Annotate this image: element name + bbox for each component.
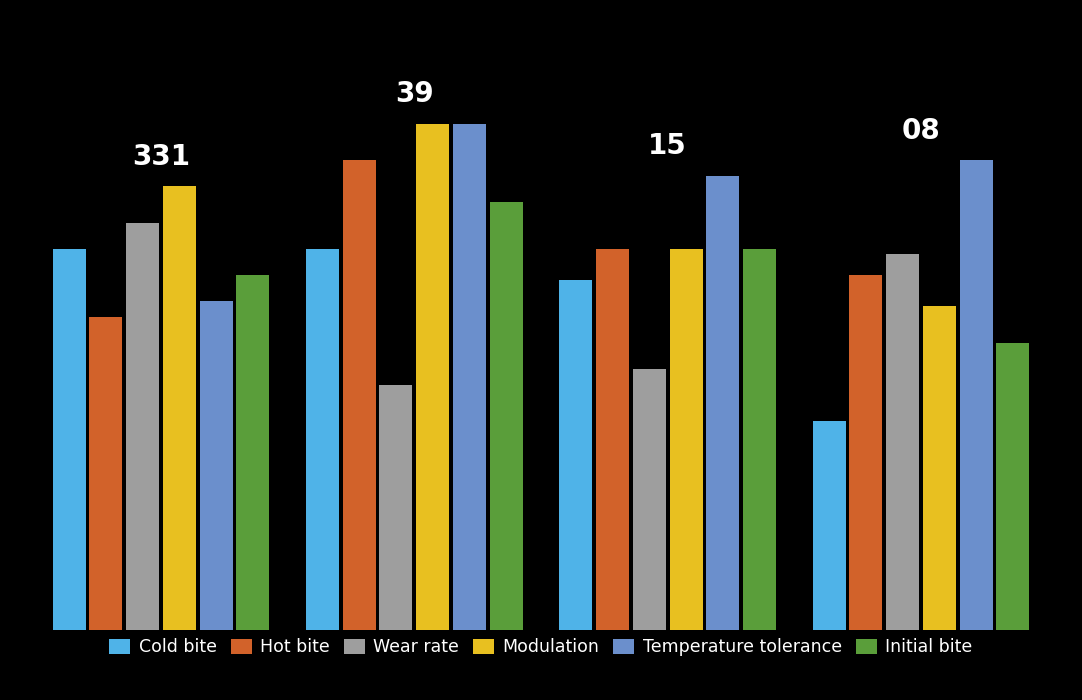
Bar [743, 249, 776, 630]
Bar [306, 249, 339, 630]
Bar [960, 160, 992, 630]
Bar [886, 254, 919, 630]
Bar [199, 301, 233, 630]
Bar [163, 186, 196, 630]
Text: 331: 331 [132, 143, 190, 171]
Bar [633, 369, 665, 630]
Bar [559, 281, 592, 630]
Text: 08: 08 [901, 117, 940, 145]
Bar [380, 385, 412, 630]
Bar [923, 307, 955, 630]
Bar [490, 202, 523, 630]
Bar [343, 160, 375, 630]
Bar [670, 249, 702, 630]
Bar [127, 223, 159, 630]
Bar [997, 343, 1029, 630]
Bar [813, 421, 846, 630]
Bar [453, 124, 486, 630]
Bar [849, 275, 883, 630]
Bar [90, 317, 122, 630]
Bar [417, 124, 449, 630]
Text: 15: 15 [648, 132, 687, 160]
Bar [707, 176, 739, 630]
Bar [596, 249, 629, 630]
Bar [236, 275, 269, 630]
Text: 39: 39 [395, 80, 434, 108]
Bar [53, 249, 85, 630]
Legend: Cold bite, Hot bite, Wear rate, Modulation, Temperature tolerance, Initial bite: Cold bite, Hot bite, Wear rate, Modulati… [104, 633, 978, 662]
